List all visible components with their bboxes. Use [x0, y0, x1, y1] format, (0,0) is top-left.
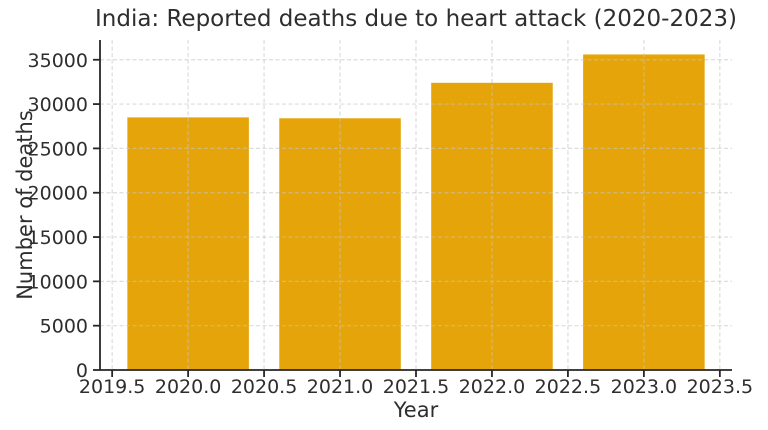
x-tick-label: 2022.5 — [535, 376, 601, 398]
x-tick-label: 2019.5 — [79, 376, 145, 398]
x-tick-label: 2020.0 — [155, 376, 221, 398]
x-tick-label: 2020.5 — [231, 376, 297, 398]
x-tick-label: 2023.5 — [687, 376, 753, 398]
y-tick-label: 25000 — [28, 138, 88, 160]
tick-labels-group: 2019.5 2020.0 2020.5 2021.0 2021.5 2022.0 2022… — [28, 50, 754, 398]
y-tick-label: 10000 — [28, 271, 88, 293]
axes-group — [93, 40, 732, 377]
y-tick-label: 35000 — [28, 50, 88, 72]
x-tick-label: 2021.5 — [383, 376, 449, 398]
y-tick-label: 15000 — [28, 227, 88, 249]
y-tick-label: 20000 — [28, 183, 88, 205]
y-tick-label: 0 — [76, 360, 88, 382]
x-tick-label: 2022.0 — [459, 376, 525, 398]
x-tick-label: 2023.0 — [611, 376, 677, 398]
y-axis-label: Number of deaths — [13, 110, 37, 300]
y-tick-label: 5000 — [40, 316, 88, 338]
x-tick-label: 2021.0 — [307, 376, 373, 398]
y-tick-label: 30000 — [28, 94, 88, 116]
chart-title: India: Reported deaths due to heart atta… — [95, 6, 737, 32]
x-axis-label: Year — [393, 398, 439, 422]
